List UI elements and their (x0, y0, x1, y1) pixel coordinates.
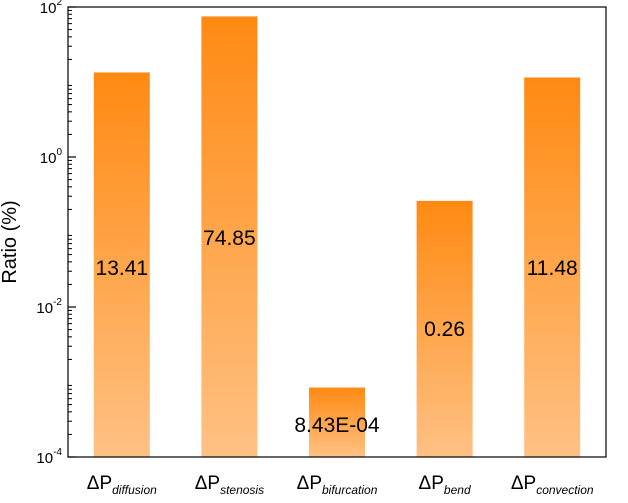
y-tick-label: 100 (40, 147, 63, 167)
bars-group (93, 16, 581, 458)
bar-diffusion (93, 72, 150, 457)
y-axis-title: Ratio (%) (0, 200, 21, 283)
bar-bifurcation (309, 387, 365, 457)
y-tick-labels-group: 102 100 10-2 10-4 (36, 0, 62, 467)
bar-stenosis (201, 16, 258, 458)
bar-bend (416, 200, 473, 457)
bar-convection (524, 77, 581, 457)
axes-group (67, 6, 607, 458)
data-label-convection: 11.48 (527, 257, 578, 280)
plot-frame (67, 6, 607, 458)
y-tick-label: 102 (40, 0, 63, 17)
data-label-bend: 0.26 (424, 318, 465, 341)
x-tick-label-diffusion: ΔPdiffusion (87, 473, 157, 497)
y-tick-label: 10-4 (36, 447, 62, 467)
x-tick-label-stenosis: ΔPstenosis (195, 473, 264, 497)
x-tick-labels-group: ΔPdiffusion ΔPstenosis ΔPbifurcation ΔPbend… (87, 473, 594, 497)
data-label-stenosis: 74.85 (203, 227, 256, 250)
data-label-diffusion: 13.41 (96, 257, 149, 280)
x-tick-label-convection: ΔPconvection (511, 473, 594, 497)
data-label-bifurcation: 8.43E-04 (294, 414, 380, 437)
y-tick-label: 10-2 (36, 297, 62, 317)
data-labels-group: 13.41 74.85 8.43E-04 0.26 11.48 (96, 227, 578, 437)
x-tick-label-bend: ΔPbend (419, 473, 471, 497)
x-tick-label-bifurcation: ΔPbifurcation (297, 473, 378, 497)
